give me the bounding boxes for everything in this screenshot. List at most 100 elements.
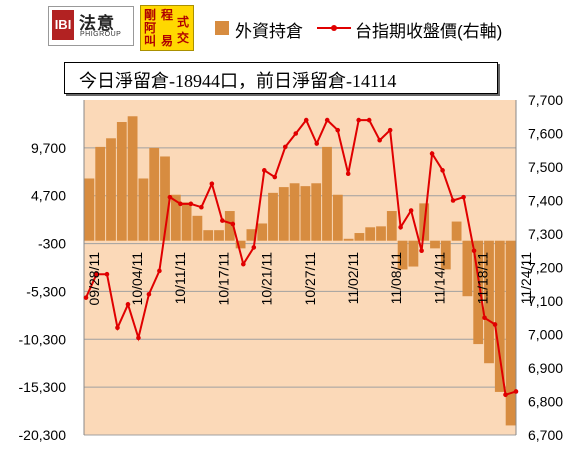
position-bar — [268, 192, 278, 241]
chart-legend: 外資持倉 台指期收盤價(右軸) — [205, 10, 575, 46]
price-point — [293, 131, 299, 136]
price-point — [282, 144, 288, 150]
position-bar — [224, 211, 235, 241]
position-bar — [214, 230, 224, 241]
logo-char: 阿 — [143, 21, 156, 35]
price-point — [482, 315, 487, 321]
position-bar — [300, 186, 311, 241]
position-bar — [311, 183, 322, 241]
price-point — [251, 245, 257, 250]
position-bar — [397, 240, 408, 270]
position-bar — [257, 223, 268, 241]
x-axis-tick-label: 11/02/11 — [345, 252, 361, 305]
position-bar — [95, 146, 106, 241]
price-point — [230, 221, 236, 227]
legend-label-price: 台指期收盤價(右軸) — [355, 22, 503, 41]
x-axis-tick-label: 10/04/11 — [129, 252, 145, 306]
price-point — [146, 292, 152, 297]
price-point — [199, 204, 204, 210]
price-point — [398, 225, 403, 230]
x-axis-tick-label: 10/11/11 — [172, 252, 188, 305]
left-axis-tick-label: -10,300 — [19, 331, 67, 347]
position-bar — [246, 229, 257, 241]
price-point — [314, 141, 320, 146]
x-axis-tick-label: 10/21/11 — [259, 252, 275, 306]
right-axis-tick-label: 6,800 — [528, 394, 563, 410]
position-bar — [149, 147, 160, 241]
position-bar — [332, 194, 343, 241]
price-point — [356, 117, 361, 123]
price-point — [83, 295, 89, 300]
right-axis-tick-label: 7,200 — [528, 260, 563, 276]
position-bar — [484, 240, 494, 364]
position-bar — [430, 240, 440, 249]
position-bar — [440, 240, 451, 270]
position-bar — [494, 240, 505, 392]
left-axis-labels: 9,700 4,700 -300 -5,300 -10,300 -15,300 -20,30… — [19, 140, 67, 443]
position-bar — [451, 221, 462, 241]
price-point — [167, 194, 173, 200]
position-bar — [138, 178, 149, 241]
left-axis-tick-label: 4,700 — [31, 188, 66, 204]
x-axis-tick-label: 11/24/11 — [518, 252, 534, 305]
right-axis-tick-label: 7,600 — [528, 126, 563, 142]
price-point — [450, 198, 456, 203]
position-bar — [462, 240, 473, 297]
summary-box: 今日淨留倉-18944口，前日淨留倉-14114 — [64, 62, 498, 94]
legend-bar-swatch — [215, 21, 229, 35]
price-point — [188, 201, 194, 207]
x-axis-tick-label: 09/28/11 — [86, 252, 102, 306]
legend-line-marker — [331, 25, 337, 31]
x-axis-labels: 09/28/11 10/04/11 10/11/11 10/17/11 10/21/11… — [86, 252, 534, 306]
price-point — [241, 261, 246, 267]
x-axis-tick-label: 11/18/11 — [475, 252, 491, 305]
x-axis-tick-label: 10/27/11 — [302, 252, 318, 306]
x-axis-tick-label: 11/08/11 — [388, 252, 404, 305]
price-point — [303, 117, 309, 123]
x-axis-tick-label: 11/14/11 — [431, 252, 447, 305]
position-bar — [203, 230, 214, 241]
right-axis-tick-label: 7,100 — [528, 293, 563, 309]
position-bars — [84, 116, 516, 426]
legend-label-positions: 外資持倉 — [235, 22, 303, 41]
position-bar — [505, 240, 516, 426]
price-point — [178, 201, 183, 207]
right-axis-tick-label: 6,900 — [528, 360, 563, 376]
logo-char: 程 — [160, 8, 173, 22]
phigroup-mark-icon: IBI — [52, 10, 74, 40]
position-bar — [170, 194, 181, 241]
price-point — [157, 268, 162, 274]
right-axis-labels: 7,700 7,600 7,500 7,400 7,300 7,200 7,100 7,000… — [528, 92, 563, 443]
left-axis-tick-label: 9,700 — [31, 140, 66, 156]
position-bar — [181, 202, 192, 241]
position-bar — [278, 187, 289, 241]
right-axis-tick-label: 7,400 — [528, 193, 563, 209]
price-point — [387, 127, 393, 133]
left-axis-tick-label: -5,300 — [26, 283, 66, 299]
left-axis-tick-label: -20,300 — [19, 427, 67, 443]
right-axis-tick-label: 7,300 — [528, 226, 563, 242]
price-point — [125, 302, 131, 307]
price-point — [261, 168, 267, 173]
position-bar — [160, 156, 170, 241]
price-point — [492, 322, 498, 327]
price-point — [345, 171, 351, 176]
price-line-path — [85, 118, 517, 397]
logo-char: 叫 — [143, 34, 156, 48]
position-bar — [473, 240, 484, 345]
left-axis-tick-label: -300 — [38, 236, 66, 252]
logo-char: 式 — [176, 15, 189, 29]
price-point — [324, 117, 330, 123]
position-bar — [116, 122, 127, 241]
position-bar — [354, 233, 365, 241]
position-bar — [84, 178, 95, 241]
position-bar — [235, 240, 246, 249]
logo-subtitle: PHIGROUP — [80, 31, 122, 38]
price-point — [440, 168, 445, 173]
position-bar — [127, 116, 138, 241]
price-point — [104, 271, 110, 277]
price-point — [377, 137, 382, 143]
position-bar — [408, 240, 419, 267]
price-point — [513, 389, 519, 394]
logo-char: 剛 — [143, 8, 156, 22]
